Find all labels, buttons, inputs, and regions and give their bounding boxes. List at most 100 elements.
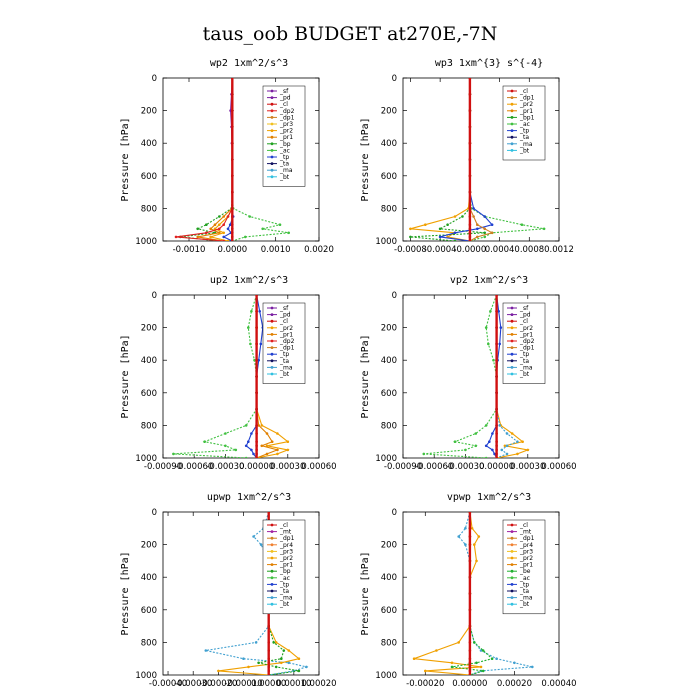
data-point [196, 227, 199, 231]
data-point [475, 661, 478, 665]
legend-label: _bt [519, 147, 530, 154]
legend-label: _pr1 [519, 108, 533, 115]
legend-label: _ac [519, 121, 530, 128]
plot-frame [162, 77, 320, 242]
data-point [453, 239, 457, 241]
legend-marker [270, 326, 274, 330]
data-point [244, 456, 248, 458]
data-point [468, 174, 472, 178]
data-point [510, 432, 514, 435]
data-point [226, 227, 230, 231]
x-tick-label: 0.00030 [270, 462, 305, 472]
legend-marker [510, 372, 514, 376]
legend-box [262, 302, 306, 384]
legend-marker [510, 306, 514, 310]
legend-label: _tp [279, 581, 289, 588]
legend-label: _bt [519, 371, 530, 378]
data-point [209, 227, 212, 231]
data-point [464, 448, 467, 452]
data-point [255, 456, 258, 458]
data-point [409, 235, 412, 239]
data-point [438, 227, 442, 231]
data-point [231, 235, 234, 239]
data-point [491, 432, 494, 435]
y-tick-label: 200 [381, 107, 397, 117]
data-point [481, 669, 485, 673]
series-group [172, 295, 290, 458]
plot-frame [162, 294, 320, 459]
data-point [473, 543, 476, 546]
data-point [231, 239, 234, 241]
data-point [255, 424, 258, 427]
legend-marker [270, 359, 274, 363]
data-point [505, 444, 509, 448]
y-tick-label: 200 [381, 541, 397, 551]
plot-frame [402, 77, 560, 242]
legend-marker [270, 346, 274, 349]
x-tick-label: -0.00020 [406, 679, 444, 689]
data-point [468, 109, 472, 112]
x-tick-label: 0.00040 [541, 679, 576, 689]
data-point [521, 440, 524, 444]
x-tick-label: 0.00030 [510, 462, 545, 472]
series-line_dp2 [423, 295, 498, 458]
legend-marker [270, 142, 274, 146]
legend-label: _tp [519, 581, 529, 588]
y-axis-label: Pressure [hPa] [120, 334, 131, 418]
data-point [174, 235, 178, 239]
data-point [497, 310, 501, 313]
legend-marker [510, 550, 514, 553]
legend-marker [510, 583, 514, 586]
data-point [453, 231, 457, 235]
legend-marker [270, 168, 274, 172]
legend-label: _pr2 [279, 325, 293, 332]
legend-label: _pr2 [519, 555, 533, 562]
data-point [490, 657, 494, 660]
data-point [487, 342, 490, 346]
data-point [424, 223, 427, 226]
y-tick-label: 400 [381, 356, 397, 366]
panel-title: wp2 1xm^2/s^3 [210, 58, 288, 69]
legend-marker [270, 583, 274, 586]
data-point [257, 358, 261, 362]
legend-label: _ma [519, 141, 533, 148]
data-point [468, 649, 472, 652]
data-point [267, 641, 271, 644]
legend-label: _tp [519, 351, 529, 358]
data-point [468, 125, 472, 129]
data-point [495, 456, 498, 458]
y-tick-label: 0 [392, 508, 397, 518]
y-tick-label: 600 [141, 389, 157, 399]
data-point [267, 657, 271, 660]
legend-label: _bt [279, 601, 290, 608]
legend-label: _pd [519, 312, 531, 319]
data-point [224, 444, 227, 448]
data-point [276, 448, 279, 452]
data-point [424, 669, 427, 673]
data-point [257, 661, 260, 665]
data-point [247, 665, 250, 669]
data-point [274, 665, 278, 669]
y-tick-label: 0 [152, 508, 157, 518]
data-point [468, 231, 472, 235]
legend-label: _dp1 [279, 345, 295, 352]
legend-label: _bt [519, 601, 530, 608]
panel-3: up2 1xm^2/s^3 Pressure [hPa] 0 200 400 600 800… [120, 275, 337, 472]
legend-marker [510, 102, 514, 106]
data-point [297, 669, 301, 673]
data-point [468, 641, 472, 644]
data-point [252, 452, 255, 456]
data-point [231, 215, 234, 218]
legend-marker [510, 96, 514, 99]
legend-marker [270, 162, 274, 166]
data-point [468, 669, 472, 673]
data-point [255, 448, 258, 452]
y-tick-label: 800 [141, 204, 157, 214]
x-tick-label: -0.00040 [149, 679, 187, 689]
legend-marker [270, 175, 274, 179]
y-axis-label: Pressure [hPa] [360, 117, 371, 201]
y-tick-label: 1000 [135, 671, 157, 681]
legend-marker [270, 523, 274, 527]
legend-label: _ta [279, 358, 289, 365]
legend-label: _cl [279, 318, 288, 325]
